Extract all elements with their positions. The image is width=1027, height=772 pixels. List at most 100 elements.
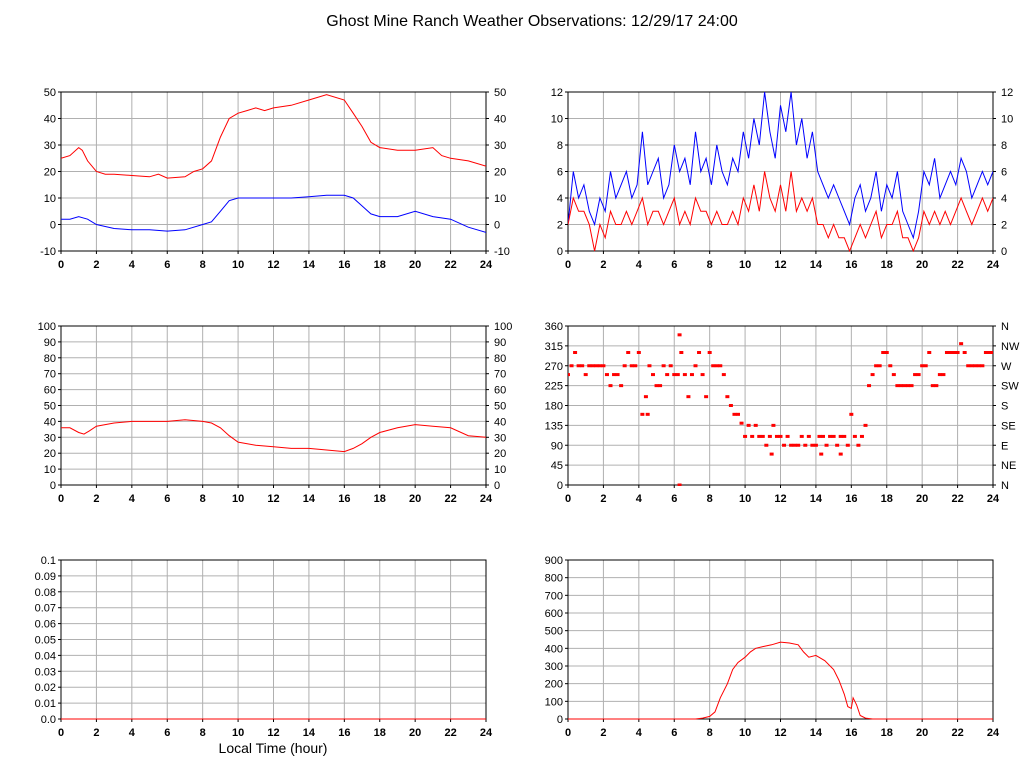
wind-direction-point <box>677 483 682 486</box>
right-tick-label: SE <box>1001 420 1016 432</box>
wind-direction-point <box>619 384 624 388</box>
y-tick-label: 0.09 <box>35 571 56 583</box>
wind-direction-point <box>679 351 684 354</box>
wind-direction-point <box>902 384 907 388</box>
x-tick-label: 6 <box>671 259 677 271</box>
wind-direction-point <box>668 364 673 368</box>
y-tick-label: 0.1 <box>41 555 56 567</box>
wind-direction-point <box>937 373 942 377</box>
wind-direction-point <box>852 434 857 438</box>
wind-direction-point <box>891 373 896 377</box>
chart-solar: 0 2 4 6 8 10 12 14 16 18 20 22 240100200300400500600… <box>545 555 1000 739</box>
wind-direction-point <box>576 364 581 368</box>
x-tick-label: 2 <box>600 259 606 271</box>
wind-direction-point <box>764 443 769 447</box>
series-group <box>61 94 486 233</box>
x-tick-label: 4 <box>129 727 136 739</box>
wind-direction-point <box>828 434 833 438</box>
x-tick-label: 24 <box>987 727 1000 739</box>
wind-direction-point <box>973 364 978 368</box>
wind-direction-point <box>672 373 677 377</box>
wind-direction-point <box>583 373 588 377</box>
wind-direction-point <box>590 364 595 368</box>
y-tick-label: 45 <box>551 460 563 472</box>
y-tick-label: 100 <box>545 696 563 708</box>
y-tick-label: 50 <box>44 401 56 413</box>
series-line-temp-1 <box>61 194 486 233</box>
wind-direction-point <box>651 373 655 377</box>
wind-direction-point <box>821 434 825 438</box>
y-tick-label: 360 <box>545 321 563 333</box>
x-tick-label: 2 <box>600 493 606 505</box>
y-tick-label: 0 <box>557 480 563 492</box>
x-tick-label: 20 <box>409 259 421 271</box>
x-tick-label: 12 <box>267 259 279 271</box>
x-tick-label: 24 <box>480 493 493 505</box>
wind-direction-point <box>778 434 783 438</box>
wind-direction-point <box>916 373 921 377</box>
wind-direction-point <box>732 412 737 416</box>
x-tick-label: 16 <box>338 259 350 271</box>
wind-direction-point <box>799 434 804 438</box>
x-tick-label: 6 <box>671 727 677 739</box>
wind-direction-point <box>612 373 617 377</box>
wind-direction-point <box>661 364 666 368</box>
wind-direction-point <box>962 351 967 354</box>
y-tick-label: 20 <box>44 167 56 179</box>
wind-direction-point <box>782 443 787 447</box>
right-tick-label: 10 <box>494 193 506 205</box>
wind-direction-point <box>700 373 705 377</box>
wind-direction-point <box>831 434 836 438</box>
right-tick-label: 30 <box>494 432 506 444</box>
wind-direction-point <box>714 364 719 368</box>
y-tick-label: 135 <box>545 420 563 432</box>
series-line-wind-1 <box>568 171 993 252</box>
wind-direction-point <box>927 351 932 354</box>
wind-direction-point <box>796 443 801 447</box>
wind-direction-point <box>771 423 776 427</box>
wind-direction-point <box>906 384 910 388</box>
wind-direction-point <box>803 443 808 447</box>
page-title: Ghost Mine Ranch Weather Observations: 1… <box>326 13 738 30</box>
y-tick-label: 30 <box>44 140 56 152</box>
x-tick-label: 12 <box>774 493 786 505</box>
wind-direction-point <box>987 351 992 354</box>
wind-direction-point <box>817 434 822 438</box>
wind-direction-point <box>728 404 733 407</box>
wind-direction-point <box>636 351 641 354</box>
wind-direction-point <box>856 443 861 447</box>
wind-direction-point <box>863 423 868 427</box>
x-tick-label: 20 <box>916 493 928 505</box>
wind-direction-point <box>792 443 797 447</box>
series-group <box>568 333 993 486</box>
y-tick-label: 6 <box>557 167 563 179</box>
x-tick-label: 6 <box>164 727 170 739</box>
y-tick-label: 0.07 <box>35 603 56 615</box>
wind-direction-point <box>870 373 875 377</box>
wind-direction-point <box>686 395 691 399</box>
x-tick-label: 2 <box>600 727 606 739</box>
x-tick-label: 16 <box>338 727 350 739</box>
y-tick-label: 10 <box>44 464 56 476</box>
wind-direction-point <box>930 384 935 388</box>
y-tick-label: 90 <box>44 337 56 349</box>
wind-direction-point <box>568 373 570 377</box>
x-tick-label: 22 <box>444 259 456 271</box>
wind-direction-point <box>824 443 829 447</box>
series-line-solar-0 <box>568 641 993 720</box>
wind-direction-point <box>941 373 946 377</box>
y-tick-label: 0 <box>557 714 563 726</box>
series-line-rh-0 <box>61 419 486 453</box>
wind-direction-point <box>842 434 847 438</box>
x-tick-label: 0 <box>58 259 64 271</box>
x-tick-label: 16 <box>845 727 857 739</box>
x-tick-label: 14 <box>810 493 823 505</box>
x-tick-label: 20 <box>916 259 928 271</box>
right-tick-label: 70 <box>494 369 506 381</box>
y-tick-label: 0.05 <box>35 635 56 647</box>
x-tick-label: 4 <box>636 493 643 505</box>
x-tick-label: 24 <box>480 259 493 271</box>
wind-direction-point <box>725 395 730 399</box>
